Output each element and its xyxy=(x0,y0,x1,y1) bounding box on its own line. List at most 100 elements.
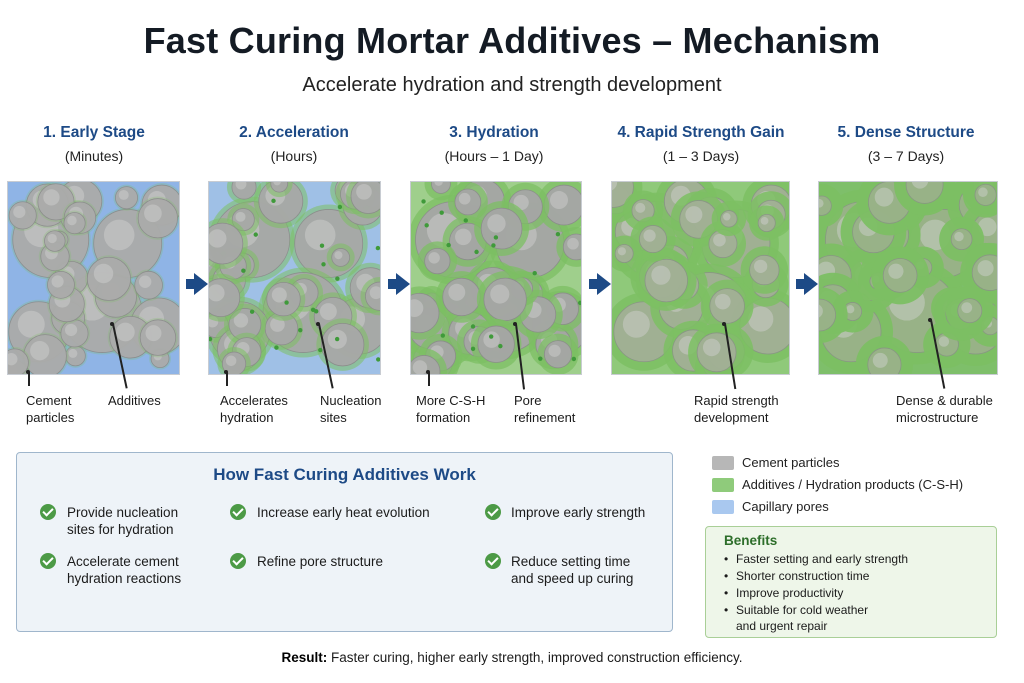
callout-accelerates-hydration: Accelerates hydration xyxy=(220,393,288,425)
cement-particle xyxy=(974,183,997,206)
particle-highlight xyxy=(13,205,26,219)
nucleation-site xyxy=(491,243,496,248)
particle-highlight xyxy=(643,229,656,242)
right-arrow-icon xyxy=(388,273,410,295)
right-arrow-icon xyxy=(796,273,818,295)
cement-particle xyxy=(37,183,75,221)
bullet-icon: • xyxy=(724,603,729,617)
nucleation-site xyxy=(310,307,316,312)
cement-particle xyxy=(614,244,634,264)
particle-highlight xyxy=(271,287,287,303)
particle-highlight xyxy=(872,352,888,368)
nucleation-site xyxy=(337,204,343,210)
check-icon xyxy=(485,553,501,569)
particle-highlight xyxy=(356,183,372,200)
nucleation-site xyxy=(470,346,476,352)
cement-particle xyxy=(424,247,451,275)
cement-particle xyxy=(971,254,997,291)
particle-highlight xyxy=(954,231,964,242)
particle-highlight xyxy=(978,187,988,197)
particle-highlight xyxy=(448,283,466,301)
particle-highlight xyxy=(144,204,162,223)
particle-highlight xyxy=(233,313,249,328)
particle-highlight xyxy=(938,336,950,347)
cement-particle xyxy=(867,347,902,374)
particle-highlight xyxy=(235,211,246,222)
cement-particle xyxy=(134,270,163,300)
particle-highlight xyxy=(635,202,646,213)
how-item: Improve early strength xyxy=(511,505,646,520)
cement-particle xyxy=(44,230,66,252)
check-icon xyxy=(230,504,246,520)
particle-highlight xyxy=(30,341,50,361)
nucleation-site xyxy=(424,223,429,228)
particle-highlight xyxy=(483,331,500,348)
callout-cement-particles: Cement particles xyxy=(26,393,75,425)
bullet-icon: • xyxy=(724,552,729,566)
cement-particle xyxy=(8,348,29,374)
particle-highlight xyxy=(748,306,774,332)
how-item: Increase early heat evolution xyxy=(257,505,430,520)
particle-highlight xyxy=(17,310,45,338)
nucleation-site xyxy=(376,357,380,362)
bullet-icon: • xyxy=(724,569,729,583)
particle-highlight xyxy=(93,263,114,284)
cement-particle xyxy=(209,222,244,265)
particle-highlight xyxy=(714,293,731,310)
how-item: Provide nucleation sites for hydration xyxy=(67,505,179,537)
nucleation-site xyxy=(493,235,499,240)
nucleation-site xyxy=(421,199,426,204)
callout-nucleation-sites: Nucleation sites xyxy=(320,393,382,425)
bullet-icon: • xyxy=(724,586,729,600)
stage-duration: (Minutes) xyxy=(64,148,124,164)
legend-swatch xyxy=(712,456,734,470)
cement-particle xyxy=(86,256,131,301)
nucleation-site xyxy=(474,249,479,255)
how-panel-title: How Fast Curing Additives Work xyxy=(213,465,476,484)
particle-highlight xyxy=(270,317,285,332)
how-item: Refine pore structure xyxy=(257,554,384,569)
cement-particle xyxy=(709,288,745,324)
particle-highlight xyxy=(103,219,135,251)
nucleation-site xyxy=(470,324,476,329)
cement-particle xyxy=(639,225,667,254)
stage-duration: (Hours) xyxy=(270,148,318,164)
stage-title: 1. Early Stage xyxy=(43,124,145,141)
stage-header-2: 2. Acceleration (Hours) xyxy=(194,124,394,164)
particle-highlight xyxy=(138,275,152,288)
cement-particle xyxy=(266,281,301,317)
cement-particle xyxy=(209,278,241,317)
stage-1-microstructure-image xyxy=(7,181,180,375)
particle-highlight xyxy=(412,360,428,374)
particle-highlight xyxy=(209,229,227,248)
benefits-title: Benefits xyxy=(724,533,778,548)
cement-particle xyxy=(331,248,351,267)
particle-highlight xyxy=(651,265,671,285)
particle-highlight xyxy=(304,219,336,251)
cement-particle xyxy=(480,207,523,250)
particle-highlight xyxy=(118,189,129,200)
particle-highlight xyxy=(550,191,568,210)
callout-rapid-strength-development: Rapid strength development xyxy=(694,393,779,425)
callout-more-csh-formation: More C-S-H formation xyxy=(416,393,486,425)
nucleation-site xyxy=(274,345,279,350)
nucleation-site xyxy=(318,347,323,353)
particle-highlight xyxy=(51,275,64,288)
legend-label: Capillary pores xyxy=(742,499,829,514)
nucleation-site xyxy=(319,243,325,248)
cement-particle xyxy=(231,182,257,200)
particle-highlight xyxy=(612,182,618,191)
cement-particle xyxy=(320,322,365,367)
legend-label: Cement particles xyxy=(742,455,840,470)
nucleation-site xyxy=(532,271,537,276)
particle-highlight xyxy=(47,233,57,244)
stage-header-4: 4. Rapid Strength Gain (1 – 3 Days) xyxy=(601,124,801,164)
nucleation-site xyxy=(555,232,561,237)
cement-particle xyxy=(137,198,178,239)
nucleation-site xyxy=(253,232,258,237)
benefits-panel: Benefits • Faster setting and early stren… xyxy=(705,526,997,638)
particle-highlight xyxy=(961,302,973,314)
particle-highlight xyxy=(68,348,78,358)
nucleation-site xyxy=(249,309,255,314)
check-icon xyxy=(40,553,56,569)
